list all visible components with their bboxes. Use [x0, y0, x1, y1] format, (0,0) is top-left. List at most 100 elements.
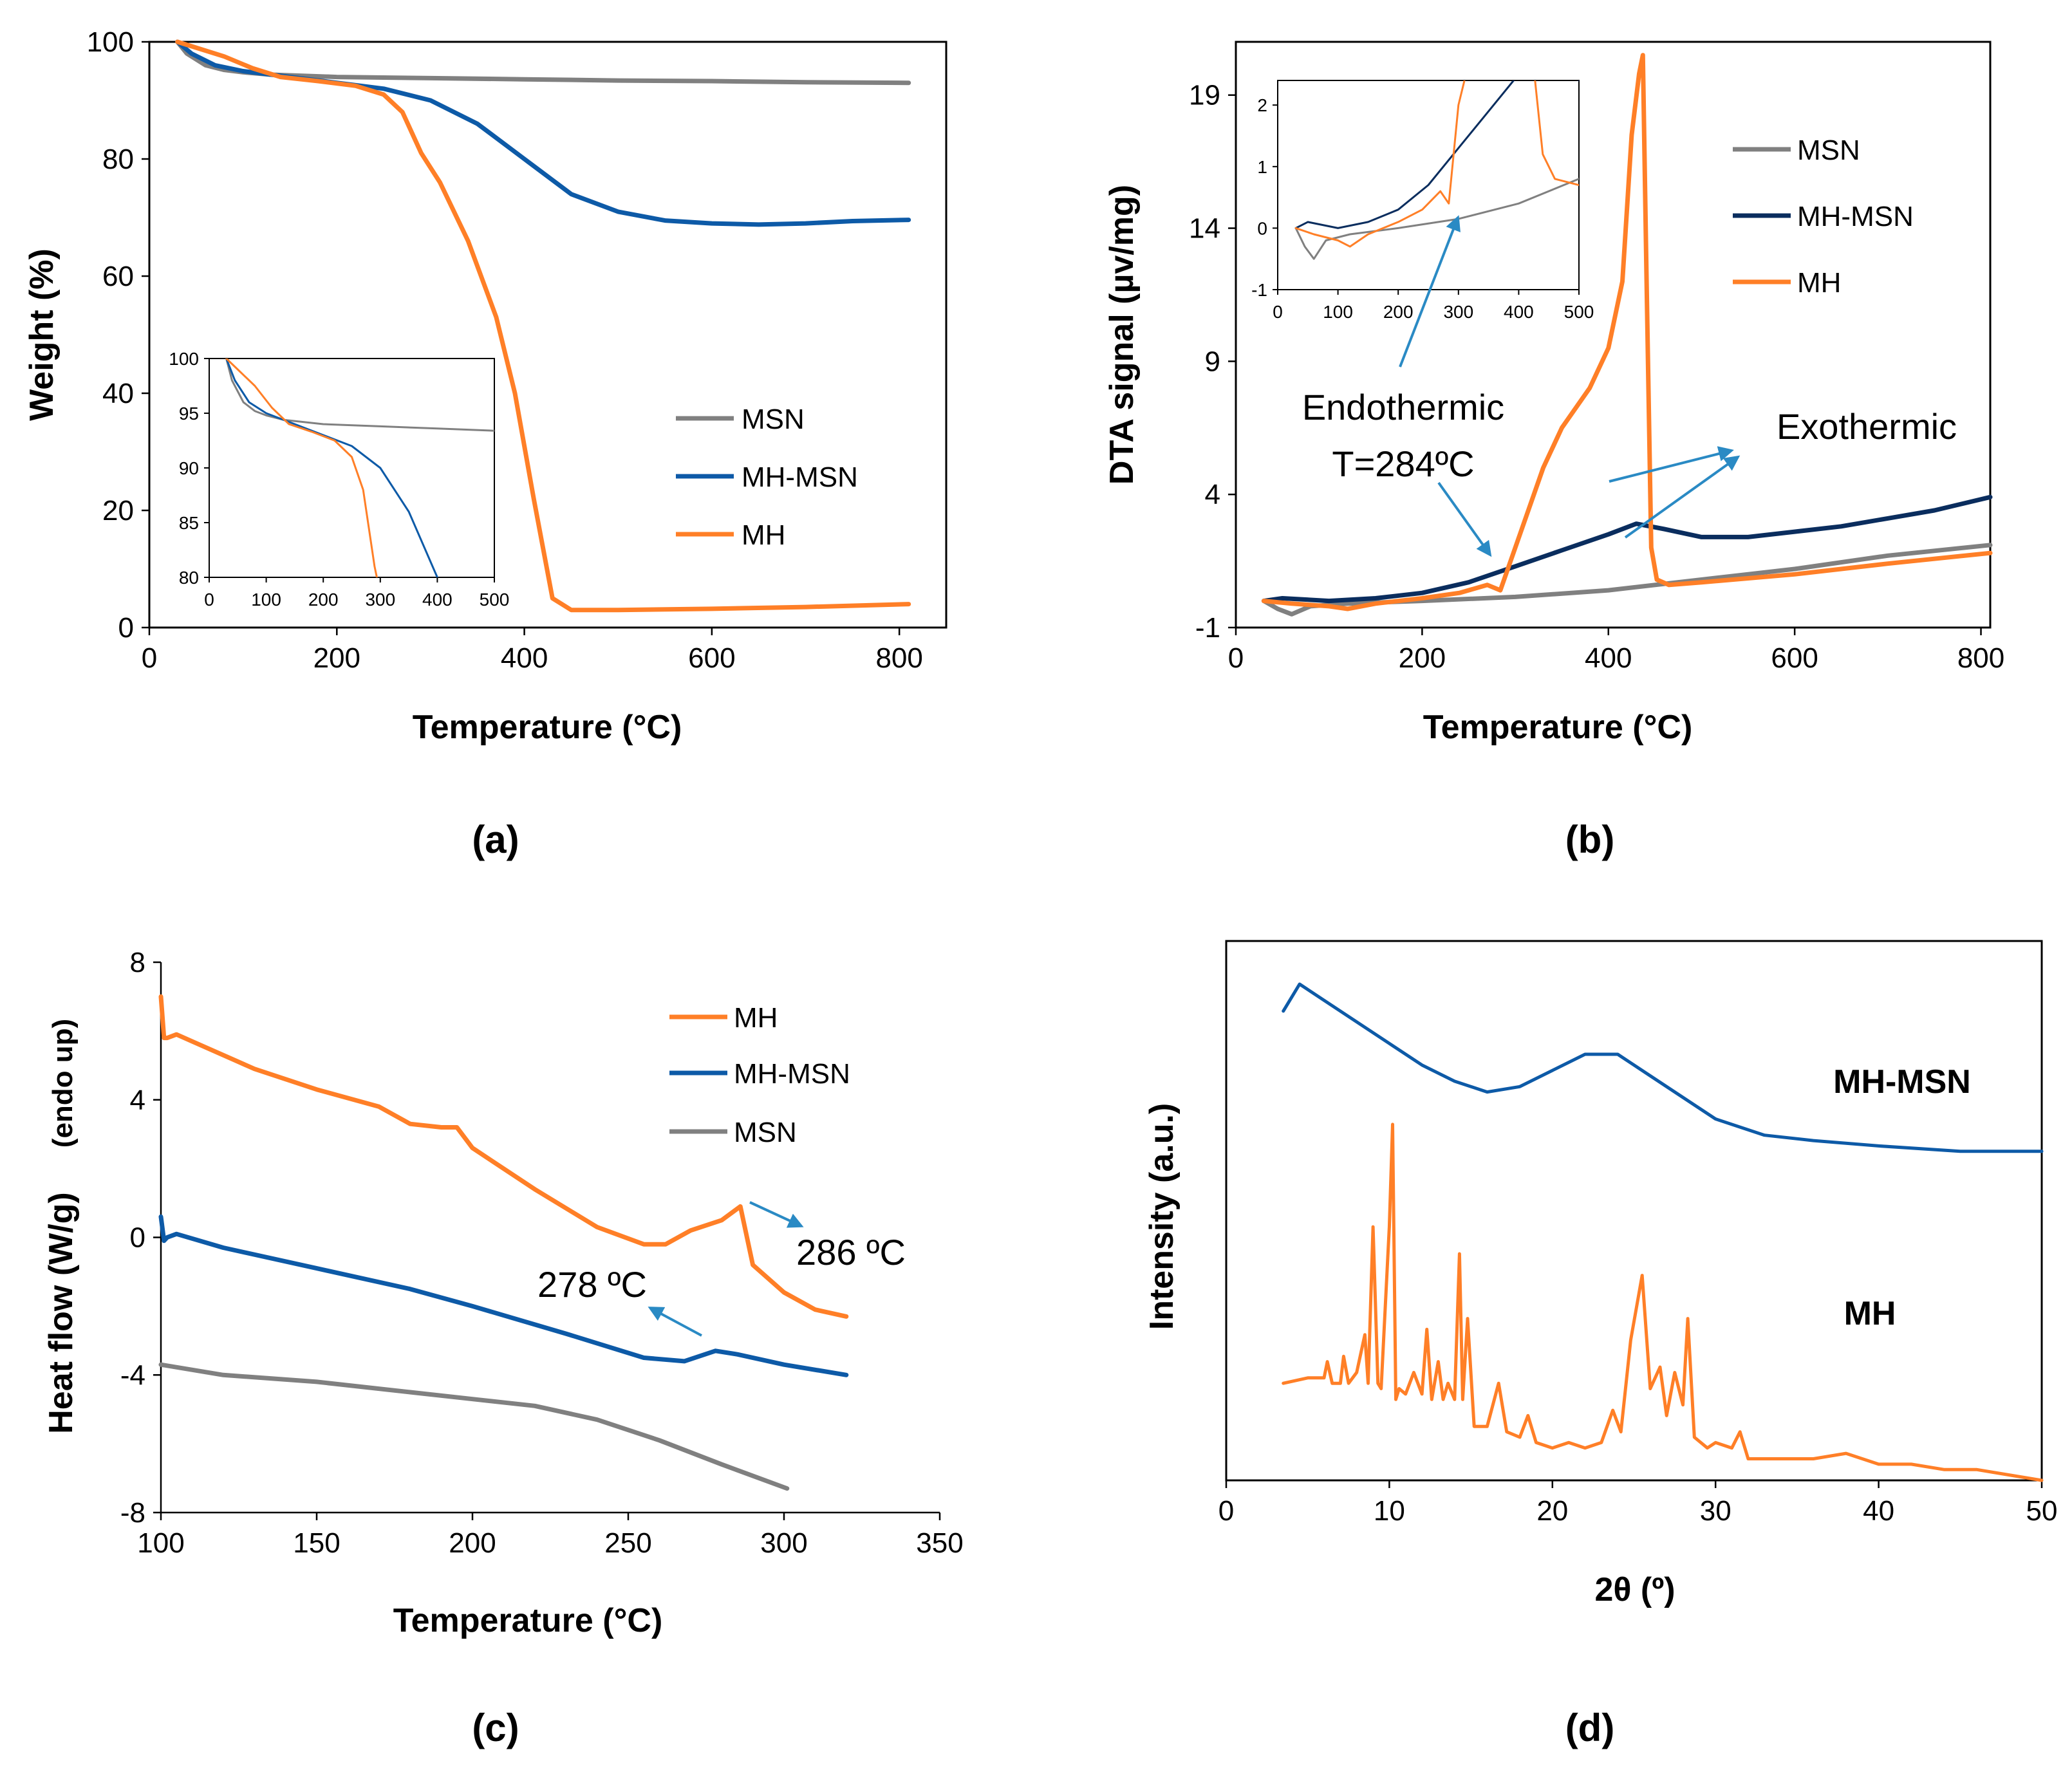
legend-label-mh-msn: MH-MSN	[742, 461, 858, 493]
x-tick-label: 600	[1771, 642, 1818, 674]
series-label-mh: MH	[1844, 1295, 1896, 1332]
inset-x-tick-label: 500	[1564, 302, 1594, 322]
y-tick-label: 8	[130, 947, 145, 978]
legend-label-mh-msn: MH-MSN	[734, 1058, 850, 1090]
x-tick-label: 50	[2026, 1495, 2058, 1527]
annotation-arrow-278	[648, 1307, 702, 1337]
inset-series-line-mh	[1294, 80, 1579, 248]
legend-label-msn: MSN	[1797, 135, 1860, 166]
x-tick-label: 200	[1399, 642, 1446, 674]
series-line-mh	[1282, 1122, 2044, 1482]
series-line-mh-msn	[1282, 982, 2044, 1153]
inset-series-line-mh-msn	[1294, 80, 1579, 229]
series-line-msn	[175, 39, 911, 86]
panel-label-d: (d)	[1565, 1706, 1615, 1749]
series-line-mh-msn	[175, 39, 911, 227]
panel-label-a: (a)	[472, 818, 519, 861]
inset-x-tick-label: 300	[365, 590, 395, 610]
annotation-arrow-3	[1624, 455, 1741, 539]
x-axis-title: Temperature (°C)	[413, 709, 682, 746]
inset-series-group	[1294, 80, 1579, 260]
inset-x-tick-label: 100	[251, 590, 281, 610]
y-tick-label: 80	[102, 144, 134, 175]
panel-d: 0 10 20 30 40 50 2θ (º) Intensity (a.u.) MH-MSN M…	[1143, 940, 2058, 1608]
x-tick-label: 0	[1218, 1495, 1234, 1527]
inset-series-line-mh	[225, 359, 378, 577]
x-tick-label: 400	[1585, 642, 1632, 674]
inset-y-tick-label: 100	[169, 349, 199, 369]
series-line-mh	[175, 39, 911, 613]
y-axis-title: Weight (%)	[23, 248, 61, 421]
inset-frame	[209, 358, 495, 578]
legend-label-msn: MSN	[734, 1117, 797, 1148]
legend-label-mh: MH	[734, 1002, 778, 1034]
x-axis-title: Temperature (°C)	[1423, 709, 1693, 746]
y-tick-label: -4	[120, 1359, 145, 1391]
y-tick-label: 4	[1205, 479, 1220, 510]
panel-label-b: (b)	[1565, 818, 1615, 861]
annotation-arrow-1	[1437, 481, 1492, 557]
inset-x-tick-label: 300	[1443, 302, 1473, 322]
inset-x-tick-label: 0	[1273, 302, 1283, 322]
y-tick-label: 40	[102, 378, 134, 409]
legend-label-mh: MH	[742, 519, 785, 551]
x-tick-label: 20	[1536, 1495, 1568, 1527]
x-tick-label: 200	[449, 1527, 496, 1559]
x-tick-label: 400	[501, 642, 548, 674]
y-axis-title: Intensity (a.u.)	[1143, 1103, 1181, 1330]
x-tick-label: 100	[137, 1527, 184, 1559]
inset-y-tick-label: 0	[1257, 218, 1267, 238]
x-axis-title: Temperature (°C)	[393, 1602, 663, 1639]
y-tick-label: -1	[1195, 612, 1220, 644]
annotation-temperature: T=284ºC	[1332, 443, 1474, 484]
inset-series-group	[225, 359, 494, 577]
series-line-msn	[158, 1362, 790, 1491]
x-tick-label: 0	[1228, 642, 1244, 674]
inset-y-tick-label: 90	[179, 458, 199, 478]
annotation-arrow-286	[749, 1201, 804, 1228]
y-tick-label: 60	[102, 261, 134, 292]
inset-x-tick-label: 400	[1504, 302, 1534, 322]
inset-x-tick-label: 500	[480, 590, 510, 610]
x-tick-label: 0	[142, 642, 157, 674]
x-tick-label: 150	[293, 1527, 340, 1559]
y-axis-title: DTA signal (µv/mg)	[1103, 185, 1141, 485]
y-tick-label: -8	[120, 1497, 145, 1529]
annotation-endothermic: Endothermic	[1302, 387, 1504, 427]
annotation-278: 278 ºC	[537, 1264, 647, 1305]
x-tick-label: 800	[1957, 642, 2004, 674]
inset-y-tick-label: 1	[1257, 157, 1267, 177]
panel-c: 100 150 200 250 300 350 -8 -4 0 4 8 Temperature (°C…	[42, 947, 964, 1639]
y-tick-label: 14	[1189, 213, 1220, 245]
series-line-mh-msn	[158, 1214, 849, 1377]
y-tick-label: 0	[118, 612, 134, 644]
y-axis-note: (endo up)	[47, 1019, 79, 1148]
x-tick-label: 10	[1374, 1495, 1405, 1527]
inset-y-tick-label: -1	[1251, 280, 1267, 300]
x-axis-title: 2θ (º)	[1594, 1571, 1675, 1608]
series-line-mh-msn	[1261, 494, 1993, 604]
y-tick-label: 4	[130, 1085, 145, 1116]
inset-x-tick-label: 100	[1323, 302, 1353, 322]
inset-y-tick-label: 80	[179, 568, 199, 588]
y-axis-title: Heat flow (W/g)	[42, 1192, 80, 1434]
inset-series-line-mh-msn	[225, 359, 439, 577]
inset-series-line-msn	[225, 359, 494, 432]
annotation-arrow-0	[1399, 215, 1461, 368]
x-tick-label: 600	[688, 642, 735, 674]
annotation-286: 286 ºC	[796, 1232, 906, 1272]
series-line-mh	[158, 994, 849, 1319]
x-tick-label: 200	[313, 642, 360, 674]
x-tick-label: 350	[916, 1527, 963, 1559]
legend-label-msn: MSN	[742, 404, 805, 435]
y-tick-label: 19	[1189, 80, 1220, 111]
y-tick-label: 0	[130, 1222, 145, 1254]
x-tick-label: 40	[1863, 1495, 1894, 1527]
annotation-exothermic: Exothermic	[1777, 406, 1957, 447]
panel-label-c: (c)	[472, 1706, 519, 1749]
inset-y-tick-label: 85	[179, 513, 199, 533]
y-tick-label: 9	[1205, 346, 1220, 377]
y-tick-label: 20	[102, 495, 134, 526]
series-line-mh	[1261, 53, 1993, 611]
series-line-msn	[1261, 543, 1993, 617]
